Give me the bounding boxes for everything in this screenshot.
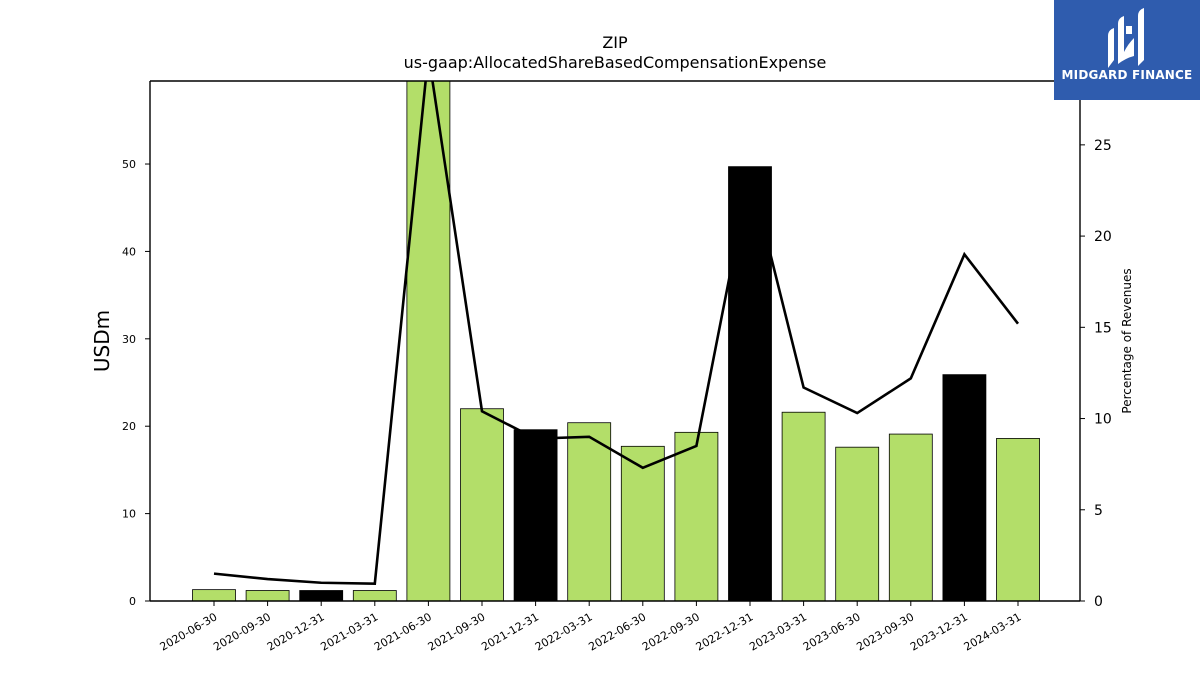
x-tick-label: 2022-12-31 [694,610,756,653]
series-line [213,81,1020,585]
bar [996,438,1040,602]
y2-tick-label: 20 [1094,229,1112,245]
x-tick-label: 2021-03-31 [318,610,380,653]
x-tick-label: 2020-09-30 [211,610,273,653]
bar [352,590,397,602]
x-tick-label: 2021-12-31 [479,610,541,653]
y2-axis-label: Percentage of Revenues [1120,268,1134,413]
y-tick-label: 30 [122,333,136,346]
x-tick-label: 2021-09-30 [426,610,488,653]
x-tick-label: 2021-06-30 [372,610,434,653]
x-tick-label: 2023-06-30 [801,610,863,653]
chart-title: ZIP [602,33,628,52]
bar [192,589,236,602]
y2-tick-label: 15 [1094,320,1112,336]
bar [620,445,665,602]
x-tick-label: 2022-03-31 [533,610,595,653]
bar [460,408,504,602]
bar [781,411,826,602]
y-tick-label: 0 [129,595,136,608]
y2-tick-label: 5 [1094,503,1103,519]
bar [942,374,987,602]
x-tick-label: 2024-03-31 [962,610,1024,653]
y2-tick-label: 25 [1094,138,1112,154]
y2-tick-label: 10 [1094,412,1112,428]
y2-tick-label: 0 [1094,594,1103,610]
y-tick-label: 20 [122,420,136,433]
y-tick-label: 40 [122,245,136,258]
x-tick-label: 2022-09-30 [640,610,702,653]
bar [835,446,880,602]
y-axis-label: USDm [90,310,114,372]
bar [406,80,451,602]
y-tick-label: 50 [122,158,136,171]
bar [567,422,612,602]
logo-text: MIDGARD FINANCE [1061,68,1193,82]
logo-mark-icon [1108,8,1144,68]
bar [674,431,719,602]
x-tick-label: 2020-06-30 [158,610,220,653]
x-tick-label: 2020-12-31 [265,610,327,653]
y-tick-label: 10 [122,508,136,521]
x-tick-label: 2023-09-30 [854,610,916,653]
x-tick-label: 2023-03-31 [747,610,809,653]
x-tick-label: 2022-06-30 [586,610,648,653]
bar [888,433,933,602]
bar [245,590,290,602]
bar [513,429,558,602]
plot-area: 0 10 20 30 40 50 0 5 10 15 20 25 2020-06-302020-09-3… [122,80,1112,654]
logo: MIDGARD FINANCE [1054,0,1200,100]
chart-subtitle: us-gaap:AllocatedShareBasedCompensationE… [404,53,827,72]
bar [299,590,344,602]
x-tick-label: 2023-12-31 [908,610,970,653]
